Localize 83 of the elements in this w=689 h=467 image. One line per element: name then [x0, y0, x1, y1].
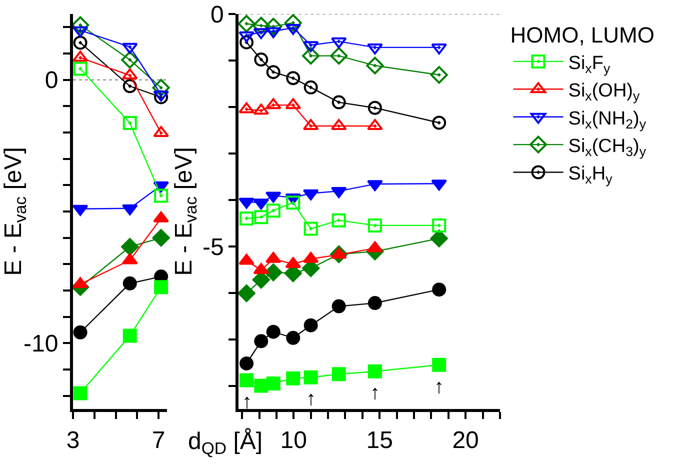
point: [284, 14, 302, 32]
point: [240, 211, 254, 226]
point: [266, 324, 280, 339]
legend-label: Si$_{x}$H$_{y}$: [568, 164, 613, 187]
annotation: ↑: [370, 382, 380, 404]
point: [254, 210, 268, 224]
point: [254, 334, 268, 348]
y-tick-label: -5: [202, 234, 224, 261]
legend-title: HOMO, LUMO: [510, 22, 655, 48]
point: [367, 43, 383, 54]
point: [254, 378, 268, 393]
x-axis-title: d$_{QD}$ [Å]: [188, 428, 263, 458]
point: [304, 318, 318, 332]
point: [238, 31, 254, 42]
point: [368, 364, 382, 378]
point: [122, 276, 137, 290]
point: [152, 78, 170, 97]
point: [286, 371, 300, 386]
point: [73, 386, 88, 400]
point: [266, 65, 280, 80]
point: [266, 204, 280, 218]
point: [154, 280, 168, 294]
point: [286, 196, 300, 210]
point: [122, 328, 137, 343]
point: [240, 356, 254, 370]
x-tick-label: 7: [152, 426, 166, 454]
point: [432, 116, 446, 130]
point: [121, 238, 139, 256]
point: [122, 116, 137, 130]
point: [252, 16, 270, 34]
point: [240, 35, 254, 50]
annotation: ↑: [306, 388, 316, 410]
point: [430, 230, 448, 248]
point: [330, 47, 348, 65]
y-tick-label: 0: [210, 1, 224, 28]
point: [368, 218, 382, 232]
point: [264, 18, 282, 36]
point: [366, 56, 384, 74]
x-tick-label: 20: [452, 426, 479, 454]
point: [304, 80, 318, 94]
annotation: ↑: [434, 376, 444, 398]
point: [153, 90, 169, 102]
legend-label: Si$_{x}$(NH$_{2}$)$_{y}$: [568, 108, 646, 132]
point: [304, 370, 318, 384]
point: [264, 264, 282, 282]
point: [368, 296, 382, 310]
y-tick-label: -10: [24, 330, 58, 358]
point: [240, 373, 254, 388]
point: [238, 198, 254, 209]
point: [73, 36, 88, 50]
point: [73, 62, 88, 76]
point: [254, 52, 268, 67]
point: [286, 330, 300, 345]
point: [432, 358, 446, 372]
point: [71, 16, 90, 34]
point: [304, 222, 318, 236]
annotation: ↑: [242, 391, 252, 413]
point: [266, 376, 280, 390]
point: [332, 367, 346, 382]
legend-label: Si$_{x}$F$_{y}$: [568, 52, 610, 76]
point: [368, 100, 382, 115]
point: [432, 282, 446, 297]
point: [286, 71, 300, 86]
x-tick-label: 10: [280, 426, 307, 454]
x-tick-label: 3: [66, 426, 80, 454]
point: [122, 79, 137, 94]
point: [73, 325, 88, 340]
point: [152, 229, 170, 247]
point: [432, 218, 446, 232]
point: [332, 95, 346, 110]
legend-label: Si$_{x}$(CH$_{3}$)$_{y}$: [568, 136, 646, 159]
point: [238, 14, 256, 33]
point: [332, 213, 346, 228]
x-tick-label: 15: [366, 426, 393, 454]
point: [238, 284, 256, 302]
point: [121, 51, 139, 69]
legend-label: Si$_{x}$(OH)$_{y}$: [568, 80, 640, 104]
point: [430, 66, 448, 84]
point: [302, 47, 320, 65]
point: [367, 180, 383, 192]
point: [332, 299, 346, 314]
y-tick-label: 0: [44, 67, 58, 94]
point: [154, 188, 168, 203]
